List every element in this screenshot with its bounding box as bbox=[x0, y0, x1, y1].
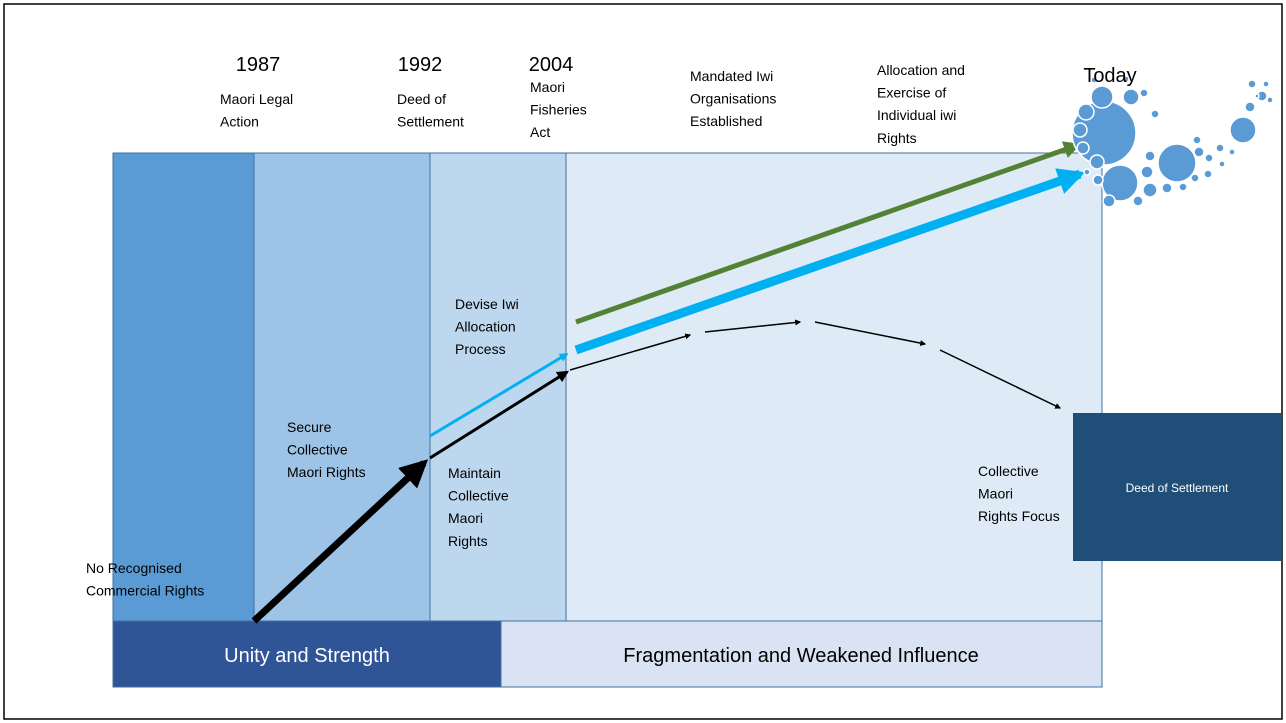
label-line: Maori bbox=[978, 486, 1013, 502]
column bbox=[566, 153, 1102, 621]
side-box-label: Deed of Settlement bbox=[1126, 481, 1229, 495]
bar-label: Fragmentation and Weakened Influence bbox=[623, 645, 978, 667]
label-line: Established bbox=[690, 113, 762, 129]
label-line: Allocation and bbox=[877, 62, 965, 78]
label-line: Maori Rights bbox=[287, 464, 366, 480]
label-line: Maori Legal bbox=[220, 91, 293, 107]
label-line: Process bbox=[455, 341, 506, 357]
label-line: Exercise of bbox=[877, 85, 946, 101]
label-line: Secure bbox=[287, 419, 332, 435]
bar-label: Unity and Strength bbox=[224, 645, 390, 667]
label-line: Maintain bbox=[448, 465, 501, 481]
label-line: Maori bbox=[448, 510, 483, 526]
label-line: Action bbox=[220, 114, 259, 130]
column bbox=[254, 153, 430, 621]
label-line: Maori bbox=[530, 79, 565, 95]
diagram: Unity and Strength Fragmentation and Wea… bbox=[0, 0, 1286, 723]
year: 1987 bbox=[236, 54, 281, 76]
label-line: Act bbox=[530, 124, 550, 140]
label-line: Rights bbox=[448, 533, 488, 549]
label-line: Mandated Iwi bbox=[690, 68, 773, 84]
label-line: Settlement bbox=[397, 114, 464, 130]
year: 2004 bbox=[529, 54, 574, 76]
label-line: Commercial Rights bbox=[86, 583, 204, 599]
label-line: Allocation bbox=[455, 319, 516, 335]
label-line: Collective bbox=[287, 442, 348, 458]
label-line: Collective bbox=[448, 488, 509, 504]
label-line: Rights Focus bbox=[978, 508, 1060, 524]
label-line: Individual iwi bbox=[877, 107, 956, 123]
label-line: Deed of bbox=[397, 91, 446, 107]
label-line: No Recognised bbox=[86, 560, 182, 576]
label-line: Fisheries bbox=[530, 102, 587, 118]
label-line: Collective bbox=[978, 463, 1039, 479]
label-line: Rights bbox=[877, 130, 917, 146]
year: 1992 bbox=[398, 54, 443, 76]
label-line: Devise Iwi bbox=[455, 296, 519, 312]
column bbox=[113, 153, 254, 621]
label-line: Organisations bbox=[690, 91, 776, 107]
year: Today bbox=[1083, 65, 1136, 87]
